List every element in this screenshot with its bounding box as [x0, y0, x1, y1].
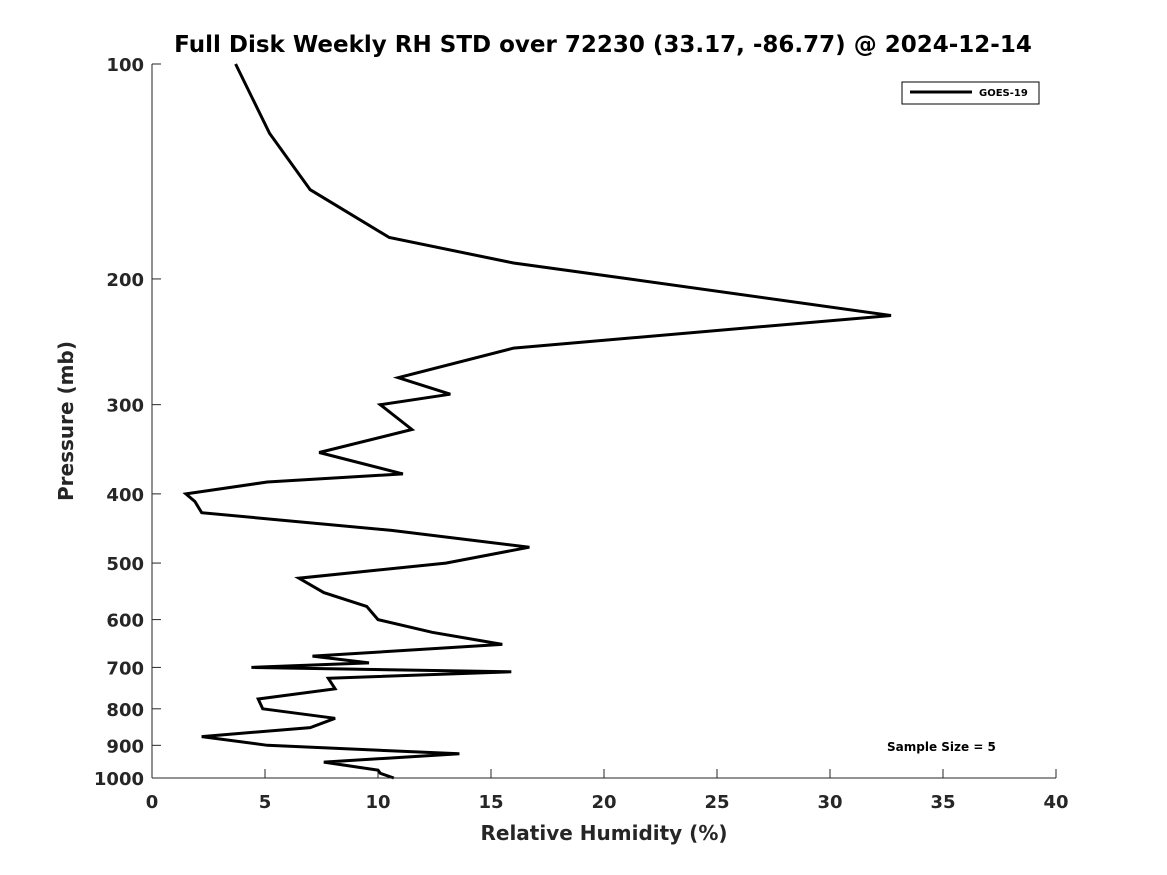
y-tick-label: 500 [106, 554, 144, 575]
y-tick-label: 700 [106, 658, 144, 679]
y-axis-ticks: 100 200 300 400 500 600 700 800 900 1000 [94, 55, 161, 790]
y-tick-label: 900 [106, 736, 144, 757]
y-tick-label: 200 [106, 270, 144, 291]
x-axis-ticks: 0 5 10 15 20 25 30 35 40 [146, 769, 1069, 813]
x-tick-label: 30 [817, 792, 842, 813]
series-line-goes-19 [182, 63, 892, 780]
x-tick-label: 35 [930, 792, 955, 813]
y-tick-label: 400 [106, 485, 144, 506]
sample-size-annotation: Sample Size = 5 [887, 740, 996, 754]
y-tick-label: 100 [106, 55, 144, 76]
y-tick-label: 600 [106, 611, 144, 632]
chart-title: Full Disk Weekly RH STD over 72230 (33.1… [174, 32, 1032, 58]
legend: GOES-19 [901, 81, 1040, 105]
x-axis-label: Relative Humidity (%) [480, 821, 727, 845]
x-tick-label: 0 [146, 792, 159, 813]
y-axis-label: Pressure (mb) [54, 341, 78, 501]
y-tick-label: 300 [106, 396, 144, 417]
legend-entry-goes-19: GOES-19 [979, 88, 1028, 99]
y-tick-label: 800 [106, 700, 144, 721]
y-tick-label: 1000 [94, 769, 144, 790]
x-tick-label: 5 [259, 792, 272, 813]
x-tick-label: 15 [478, 792, 503, 813]
x-tick-label: 10 [365, 792, 390, 813]
x-tick-label: 40 [1043, 792, 1068, 813]
x-tick-label: 20 [591, 792, 616, 813]
x-tick-label: 25 [704, 792, 729, 813]
